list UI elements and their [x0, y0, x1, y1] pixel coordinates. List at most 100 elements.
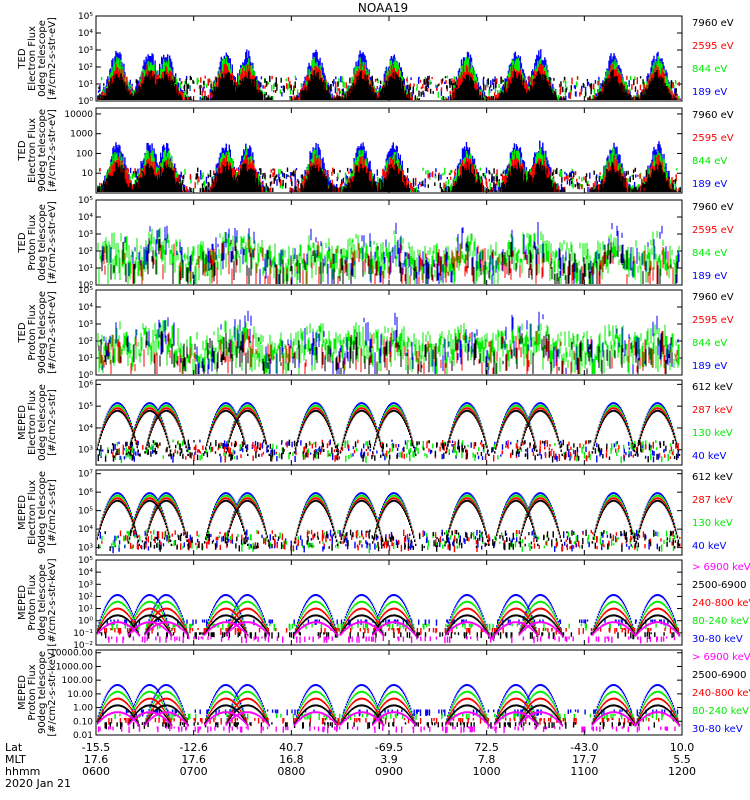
- y-axis-label-line: [#/cm2-s-str-eV]: [47, 17, 58, 100]
- y-axis-label-line: [#/cm2-s-str]: [47, 389, 58, 456]
- y-tick-label: 10³: [78, 446, 93, 456]
- y-tick-label: 10⁰: [78, 371, 93, 381]
- y-axis-label-line: Proton Flux: [27, 304, 38, 360]
- y-axis-label-line: MEPED: [17, 675, 28, 710]
- y-axis-label-line: TED: [17, 322, 28, 343]
- y-axis-label-line: Electron Flux: [27, 118, 38, 183]
- y-tick-label: 10⁷: [78, 470, 93, 480]
- y-axis-label-line: TED: [17, 48, 28, 69]
- panel-p7: 10⁻² 10⁻¹ 10⁰ 10¹ 10² 10³ 10⁴ 10⁵ MEPED Proton Fl…: [17, 556, 750, 651]
- y-tick-label: 10⁴: [78, 568, 93, 578]
- x-tick-label-lat: -15.5: [82, 741, 110, 754]
- y-tick-label: 10⁵: [78, 402, 93, 412]
- y-axis-label-line: [#/cm2-s-str-keV]: [47, 558, 58, 646]
- panel-p2: 10 100 1000 10000 TED Electron Flux 90deg tele…: [17, 107, 734, 194]
- legend-entry: 130 keV: [692, 518, 733, 529]
- y-axis-label-line: 0deg telescope: [37, 20, 48, 97]
- x-axis-annotation: Lat MLT hhmm 2020 Jan 21 -15.517.60600-1…: [5, 741, 696, 790]
- y-axis-label-line: Electron Flux: [27, 26, 38, 91]
- x-tick-label-hhmm: 0700: [180, 765, 208, 778]
- legend-entry: 30-80 keV: [692, 634, 743, 645]
- y-tick-label: 10⁴: [78, 303, 93, 313]
- y-axis-label-line: [#/cm2-s-str-eV]: [47, 291, 58, 374]
- y-tick-label: 10.00: [67, 690, 93, 700]
- legend-entry: 189 eV: [692, 87, 727, 98]
- y-axis-label-line: Proton Flux: [27, 214, 38, 270]
- y-tick-label: 10³: [78, 544, 93, 554]
- series-black: [98, 330, 673, 374]
- panel-p5: 10³ 10⁴ 10⁵ 10⁶ MEPED Electron Flux 0deg teles…: [17, 379, 733, 466]
- panel-p1: 10⁰ 10¹ 10² 10³ 10⁴ 10⁵ TED Electron Flux 0deg t…: [17, 12, 734, 107]
- date-label: 2020 Jan 21: [5, 777, 71, 790]
- y-axis-label-line: 90deg telescope: [37, 109, 48, 192]
- series-black: [97, 499, 681, 552]
- y-tick-label: 10²: [78, 247, 93, 257]
- y-tick-label: 10⁰: [78, 281, 93, 291]
- x-tick-label-lat: -43.0: [570, 741, 598, 754]
- legend-entry: 844 eV: [692, 338, 727, 349]
- y-tick-label: 10²: [78, 63, 93, 73]
- panel-p3: 10⁰ 10¹ 10² 10³ 10⁴ 10⁵ TED Proton Flux 0deg tel…: [17, 196, 734, 291]
- y-axis-label-line: Proton Flux: [27, 664, 38, 720]
- y-tick-label: 10³: [78, 580, 93, 590]
- y-tick-label: 10⁻¹: [73, 629, 93, 639]
- data-series: [97, 140, 681, 192]
- y-tick-label: 10⁴: [78, 29, 93, 39]
- legend-entry: 7960 eV: [692, 202, 734, 213]
- y-tick-label: 100.00: [62, 676, 94, 686]
- row-label-lat: Lat: [5, 741, 23, 754]
- row-label-mlt: MLT: [5, 753, 26, 766]
- y-tick-label: 10²: [78, 592, 93, 602]
- legend-entry: 189 eV: [692, 361, 727, 372]
- x-tick-label-lat: 10.0: [670, 741, 695, 754]
- legend-entry: 80-240 keV: [692, 616, 749, 627]
- legend-entry: 612 keV: [692, 472, 733, 483]
- x-tick-label-hhmm: 0800: [277, 765, 305, 778]
- x-tick-label-hhmm: 0600: [82, 765, 110, 778]
- y-axis-label-line: TED: [17, 232, 28, 253]
- series-blue: [102, 222, 680, 284]
- y-tick-label: 10000.00: [50, 649, 93, 659]
- y-tick-label: 10⁴: [78, 424, 93, 434]
- y-tick-label: 10⁴: [78, 213, 93, 223]
- legend-entry: 7960 eV: [692, 292, 734, 303]
- series-magenta: [97, 711, 681, 734]
- y-tick-label: 1.00: [73, 704, 93, 714]
- x-tick-label-lat: 40.7: [279, 741, 304, 754]
- x-tick-label-mlt: 17.6: [84, 753, 109, 766]
- y-tick-label: 10⁰: [78, 97, 93, 107]
- legend-entry: 2595 eV: [692, 41, 734, 52]
- panel-frame: [95, 469, 683, 556]
- y-axis-label-line: 90deg telescope: [37, 471, 48, 554]
- series-black: [97, 161, 681, 192]
- y-axis-label-line: MEPED: [17, 585, 28, 620]
- y-tick-label: 10⁶: [78, 488, 93, 498]
- legend-entry: 7960 eV: [692, 110, 734, 121]
- legend-entry: 287 keV: [692, 405, 733, 416]
- y-axis-label-line: 0deg telescope: [37, 204, 48, 281]
- y-axis-label-line: 0deg telescope: [37, 384, 48, 461]
- panel-p4: 10⁰ 10¹ 10² 10³ 10⁴ 10⁵ TED Proton Flux 90deg te…: [17, 286, 734, 381]
- y-tick-label: 1000: [70, 130, 93, 140]
- y-tick-label: 10⁵: [78, 286, 93, 296]
- y-tick-label: 10⁴: [78, 525, 93, 535]
- y-axis-label-line: [#/cm2-s-str-keV]: [47, 648, 58, 736]
- y-tick-label: 10¹: [78, 354, 93, 364]
- data-series: [97, 594, 681, 644]
- data-series: [97, 222, 680, 284]
- series-black: [101, 238, 678, 284]
- y-tick-label: 1000.00: [56, 662, 93, 672]
- y-axis-label-line: TED: [17, 140, 28, 161]
- y-tick-label: 10²: [78, 337, 93, 347]
- y-axis-label-line: MEPED: [17, 495, 28, 530]
- legend-entry: 844 eV: [692, 64, 727, 75]
- legend-entry: 240-800 keV: [692, 598, 750, 609]
- y-tick-label: 10¹: [78, 80, 93, 90]
- x-tick-label-mlt: 3.9: [380, 753, 398, 766]
- y-axis-label-line: [#/cm2-s-str]: [47, 479, 58, 546]
- chart-title: NOAA19: [358, 1, 408, 15]
- y-tick-label: 10⁻²: [73, 641, 93, 651]
- y-tick-label: 10: [82, 169, 94, 179]
- y-axis-label-line: [#/cm2-s-str-eV]: [47, 109, 58, 192]
